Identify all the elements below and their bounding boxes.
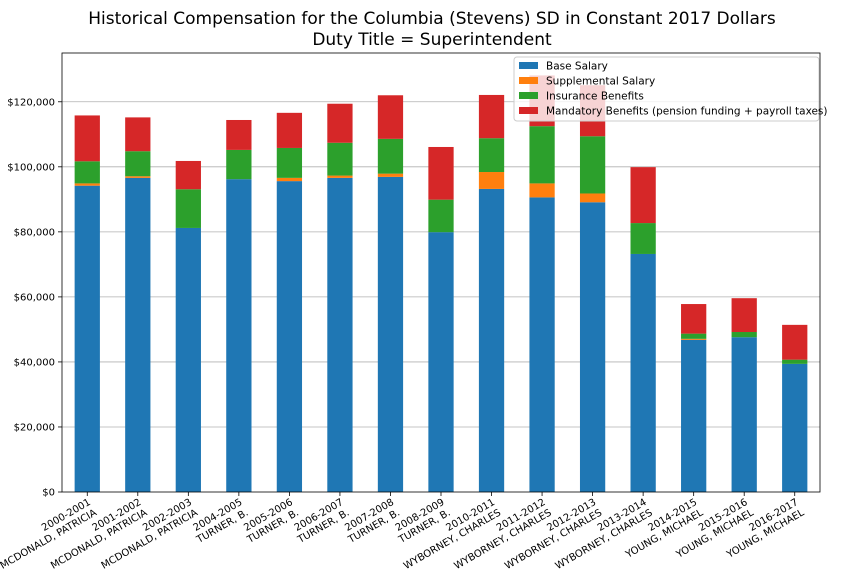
bar-segment <box>377 95 404 139</box>
bar-segment <box>681 333 707 339</box>
chart-subtitle: Duty Title = Superintendent <box>312 30 552 50</box>
bar-segment <box>175 160 201 190</box>
bar-segment <box>327 175 353 178</box>
bar-segment <box>377 138 404 174</box>
bar-segment <box>681 339 707 492</box>
bar-segment <box>74 185 100 493</box>
legend-label: Insurance Benefits <box>546 91 644 103</box>
bar-segment <box>276 112 303 148</box>
bar-segment <box>782 359 808 364</box>
bar-segment <box>630 167 656 224</box>
bar-segment <box>175 227 201 492</box>
bar-segment <box>579 202 606 492</box>
legend: Base Salary Supplemental Salary Insurance … <box>513 56 828 122</box>
bar-segment <box>175 189 201 228</box>
legend-label: Mandatory Benefits (pension funding + pa… <box>546 106 828 118</box>
bar-segment <box>630 223 656 254</box>
y-tick-label: $100,000 <box>7 162 55 173</box>
bar-segment <box>125 177 151 493</box>
bar-segment <box>630 253 656 492</box>
bar-segment <box>377 176 404 492</box>
plot-frame <box>61 52 821 493</box>
bar-segment <box>731 332 757 338</box>
bar-segment <box>276 147 303 178</box>
bar-segment <box>579 193 606 203</box>
bar-segment <box>681 304 707 334</box>
bar-segment <box>478 138 505 173</box>
bar-segment <box>428 146 454 200</box>
bar-segment <box>377 173 404 177</box>
bars <box>74 75 808 493</box>
bar-segment <box>327 142 353 176</box>
y-tick-label: $0 <box>42 488 55 499</box>
bar-segment <box>276 181 303 492</box>
bar-segment <box>74 115 100 162</box>
bar-segment <box>226 119 252 150</box>
y-tick-label: $40,000 <box>14 357 55 368</box>
bar-segment <box>478 188 505 492</box>
legend-box <box>513 56 820 122</box>
y-tick-label: $20,000 <box>14 422 55 433</box>
chart-title: Historical Compensation for the Columbia… <box>88 9 776 29</box>
bar-segment <box>327 103 353 143</box>
bar-segment <box>579 136 606 194</box>
bar-segment <box>276 177 303 182</box>
y-tick-label: $120,000 <box>7 97 55 108</box>
bar-segment <box>327 177 353 493</box>
legend-label: Base Salary <box>546 61 608 73</box>
legend-swatch <box>519 107 538 114</box>
bar-segment <box>478 94 505 139</box>
bar-segment <box>226 149 252 180</box>
bar-segment <box>529 183 555 198</box>
bar-segment <box>478 172 505 189</box>
bar-segment <box>681 338 707 340</box>
bar-segment <box>731 337 757 492</box>
legend-swatch <box>519 77 538 84</box>
bar-segment <box>529 126 555 184</box>
bar-segment <box>782 324 808 360</box>
bar-segment <box>731 298 757 333</box>
legend-swatch <box>519 62 538 69</box>
bar-segment <box>74 161 100 184</box>
bar-segment <box>428 232 454 492</box>
bar-segment <box>782 363 808 492</box>
bar-segment <box>74 183 100 186</box>
bar-segment <box>226 179 252 492</box>
bar-segment <box>125 176 151 178</box>
legend-label: Supplemental Salary <box>546 76 655 88</box>
bar-segment <box>125 117 151 152</box>
legend-swatch <box>519 92 538 99</box>
y-tick-label: $80,000 <box>14 227 55 238</box>
y-tick-label: $60,000 <box>14 292 55 303</box>
bar-segment <box>529 197 555 493</box>
bar-segment <box>428 199 454 233</box>
bar-segment <box>125 151 151 177</box>
